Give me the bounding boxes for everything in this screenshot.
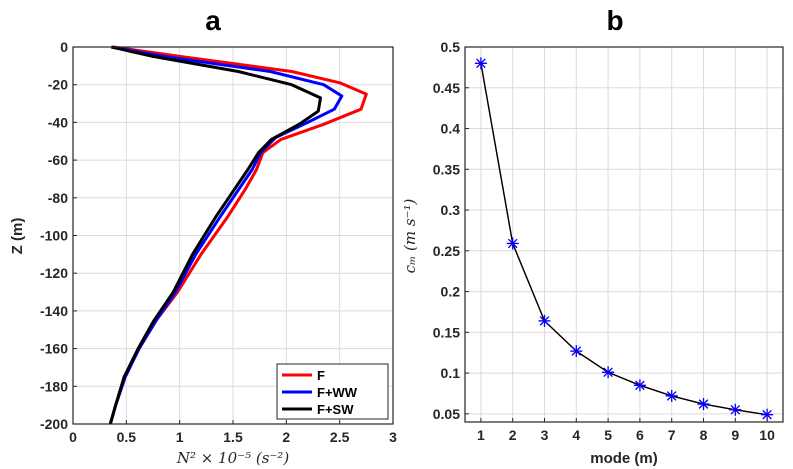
marker-stroke [539, 316, 550, 326]
panel-a-title: a [205, 5, 221, 36]
panel-a: a 0 0.5 1 1.5 2 2.5 3 0 -20 -40 -60 -80 -100 -120 -140… [9, 5, 397, 467]
data-point-marker [729, 403, 742, 416]
y-tick-label: 0.15 [433, 324, 460, 340]
y-tick-label: -100 [40, 228, 68, 244]
panel-a-xlabel: N² × 10⁻⁵ (s⁻²) [176, 449, 290, 467]
data-point-marker [665, 389, 678, 402]
x-tick-label: 5 [604, 427, 612, 443]
panel-b-title: b [606, 5, 623, 36]
y-tick-label: 0.1 [441, 365, 461, 381]
y-tick-label: -80 [48, 190, 68, 206]
y-tick-label: -120 [40, 265, 68, 281]
panel-b: b 1 2 3 4 5 6 7 8 9 10 0.5 0.45 0.4 0.35 0.3 0.25 0.2 0.1… [401, 5, 784, 467]
legend-label: F+WW [317, 385, 358, 400]
y-tick-label: -160 [40, 341, 68, 357]
x-tick-label: 10 [759, 427, 775, 443]
panel-a-lines [108, 45, 368, 425]
x-tick-label: 6 [636, 427, 644, 443]
series-line [480, 63, 768, 416]
x-tick-label: 4 [572, 427, 580, 443]
x-tick-label: 3 [541, 427, 549, 443]
panel-b-axes-box [464, 46, 784, 423]
series-line-overlay [480, 63, 768, 416]
panel-a-ticks: 0 0.5 1 1.5 2 2.5 3 0 -20 -40 -60 -80 -100 -120 -140 -1… [40, 39, 397, 445]
legend-label: F [317, 368, 325, 383]
panel-b-lines [474, 57, 774, 421]
y-tick-label: -40 [48, 114, 68, 130]
y-tick-label: -200 [40, 416, 68, 432]
y-tick-label: 0.45 [433, 80, 460, 96]
x-tick-label: 0.5 [117, 429, 137, 445]
y-tick-label: 0.25 [433, 243, 460, 259]
x-tick-label: 3 [389, 429, 397, 445]
panel-b-xlabel: mode (m) [590, 450, 658, 467]
x-tick-label: 2 [509, 427, 517, 443]
y-tick-label: 0.05 [433, 406, 460, 422]
panel-a-legend: F F+WW F+SW [276, 363, 389, 420]
x-tick-label: 2.5 [330, 429, 350, 445]
marker-stroke [507, 238, 518, 249]
y-tick-label: -20 [48, 77, 68, 93]
x-tick-label: 0 [69, 429, 77, 445]
y-tick-label: -140 [40, 303, 68, 319]
x-tick-label: 7 [668, 427, 676, 443]
y-tick-label: 0.4 [441, 121, 461, 137]
marker-stroke [762, 409, 772, 420]
data-point-marker [633, 379, 646, 392]
y-tick-label: 0.5 [441, 39, 461, 55]
marker-stroke [603, 367, 613, 378]
marker-stroke [730, 404, 741, 415]
marker-stroke [666, 391, 677, 401]
y-tick-label: 0.35 [433, 161, 460, 177]
panel-b-ticks: 1 2 3 4 5 6 7 8 9 10 0.5 0.45 0.4 0.35 0.3 0.25 0.2 0.15 0… [433, 39, 775, 443]
x-tick-label: 2 [282, 429, 290, 445]
x-tick-label: 1 [176, 429, 184, 445]
series-line-f-sw [108, 45, 322, 425]
data-point-marker [602, 366, 615, 379]
legend-label: F+SW [317, 402, 354, 417]
data-point-marker [538, 314, 551, 327]
marker-stroke [635, 380, 645, 391]
data-point-marker [570, 345, 583, 358]
marker-stroke [698, 399, 709, 409]
x-tick-label: 8 [700, 427, 708, 443]
y-tick-label: -180 [40, 378, 68, 394]
data-point-marker [506, 237, 519, 250]
panel-b-grid [465, 46, 783, 422]
data-point-marker [474, 57, 487, 70]
x-tick-label: 9 [731, 427, 739, 443]
y-tick-label: 0 [60, 39, 68, 55]
y-tick-label: 0.2 [441, 284, 461, 300]
marker-stroke [571, 346, 582, 356]
data-point-marker [697, 398, 710, 411]
panel-a-ylabel: Z (m) [9, 218, 26, 255]
y-tick-label: -60 [48, 152, 68, 168]
y-tick-label: 0.3 [441, 202, 461, 218]
x-tick-label: 1 [477, 427, 485, 443]
marker-stroke [476, 58, 486, 69]
x-tick-label: 1.5 [223, 429, 243, 445]
panel-b-ylabel: cₘ (m s⁻¹) [401, 199, 419, 274]
